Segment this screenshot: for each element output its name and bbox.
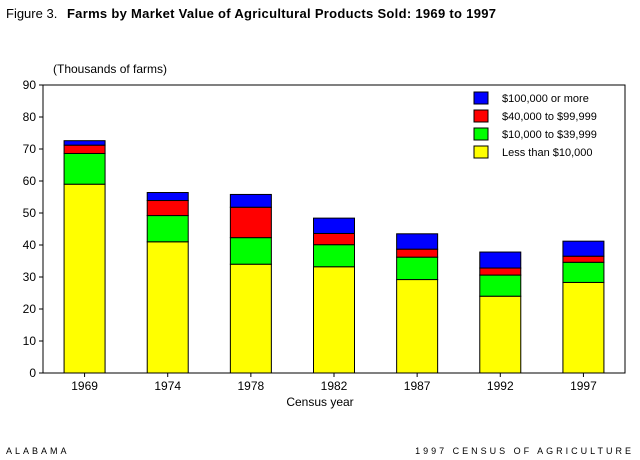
bar-segment-1969-s3 — [63, 140, 106, 146]
x-tick-label: 1982 — [321, 379, 348, 393]
bar-segment-1992-s0 — [479, 295, 522, 374]
y-tick-label: 20 — [23, 302, 37, 316]
bar-segment-1982-s2 — [313, 232, 355, 246]
legend-label: Less than $10,000 — [502, 147, 593, 159]
bar-segment-1974-s1 — [146, 215, 189, 243]
bar-segment-1992-s2 — [479, 267, 522, 276]
x-tick-label: 1978 — [238, 379, 265, 393]
bar-segment-1978-s3 — [229, 193, 272, 208]
bar-segment-1992-s1 — [479, 274, 522, 297]
bar-segment-1987-s1 — [396, 256, 439, 281]
legend-swatch — [473, 127, 489, 141]
bar-segment-1997-s1 — [562, 261, 605, 283]
x-tick-label: 1987 — [404, 379, 431, 393]
legend-label: $10,000 to $39,999 — [502, 129, 597, 141]
bar-segment-1987-s2 — [396, 248, 439, 258]
bar-segment-1997-s0 — [562, 281, 605, 374]
legend-swatch — [473, 91, 489, 105]
y-tick-label: 50 — [23, 206, 37, 220]
footer-census: 1997 CENSUS OF AGRICULTURE — [415, 446, 634, 456]
legend-label: $40,000 to $99,999 — [502, 111, 597, 123]
y-tick-label: 40 — [23, 238, 37, 252]
x-tick-label: 1969 — [71, 379, 98, 393]
stacked-bar-chart: (Thousands of farms) 0 10 20 30 40 50 60 70 80 90 1… — [23, 62, 626, 409]
y-tick-label: 30 — [23, 270, 37, 284]
bar-segment-1992-s3 — [479, 251, 522, 269]
bar-segment-1974-s3 — [146, 192, 189, 202]
bar-segment-1969-s2 — [63, 144, 106, 154]
x-tick-label: 1992 — [487, 379, 514, 393]
y-tick-label: 10 — [23, 334, 37, 348]
y-tick-label: 70 — [23, 142, 37, 156]
bar-segment-1978-s2 — [229, 206, 272, 239]
bar-segment-1982-s0 — [313, 266, 355, 374]
bar-segment-1978-s0 — [229, 263, 272, 374]
chart-title: Figure 3. Farms by Market Value of Agric… — [6, 6, 496, 21]
y-tick-label: 90 — [23, 78, 37, 92]
bar-segment-1978-s1 — [229, 237, 272, 265]
bar-segment-1987-s3 — [396, 233, 439, 250]
bar-segment-1974-s2 — [146, 200, 189, 217]
chart-title-text: Farms by Market Value of Agricultural Pr… — [66, 6, 497, 21]
bar-segment-1982-s1 — [313, 244, 355, 268]
bar-segment-1982-s3 — [313, 217, 355, 234]
legend-swatch — [473, 145, 489, 159]
y-tick-label: 80 — [23, 110, 37, 124]
y-tick-label: 60 — [23, 174, 37, 188]
bar-segment-1969-s1 — [63, 152, 106, 185]
legend-swatch — [473, 109, 489, 123]
x-axis-label: Census year — [286, 395, 353, 409]
y-unit-label: (Thousands of farms) — [53, 62, 167, 76]
bar-segment-1969-s0 — [63, 183, 106, 374]
x-tick-label: 1974 — [154, 379, 181, 393]
bar-segment-1974-s0 — [146, 241, 189, 374]
legend-label: $100,000 or more — [502, 93, 589, 105]
bar-segment-1997-s3 — [562, 240, 605, 257]
footer-state: ALABAMA — [6, 446, 70, 456]
x-tick-label: 1997 — [570, 379, 597, 393]
figure-label: Figure 3. — [6, 6, 58, 21]
y-tick-label: 0 — [29, 366, 36, 380]
bar-segment-1997-s2 — [562, 255, 605, 263]
bar-segment-1987-s0 — [396, 279, 439, 374]
